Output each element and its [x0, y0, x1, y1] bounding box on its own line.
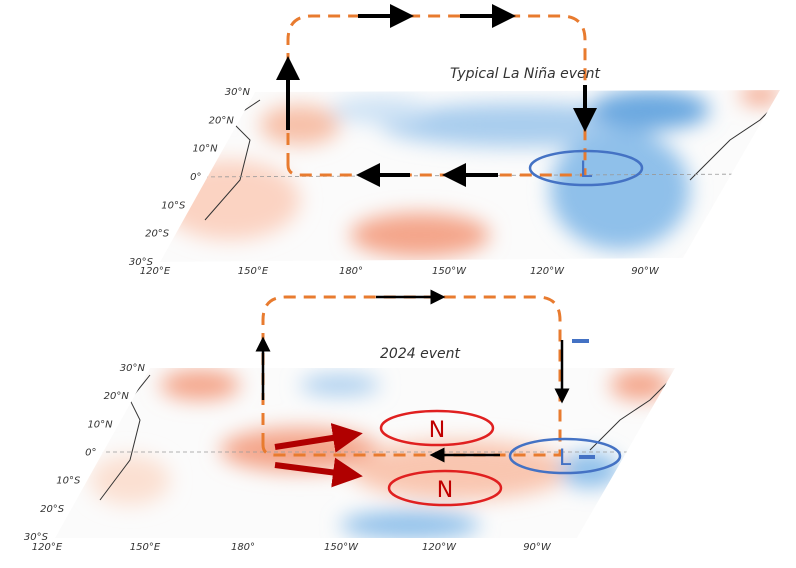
- low-marker: L: [580, 158, 593, 183]
- lon-label: 150°E: [238, 266, 269, 277]
- circulation-top: [276, 4, 644, 187]
- lat-label: 10°N: [192, 144, 218, 155]
- lat-label: 0°: [85, 448, 96, 459]
- lat-label: 20°S: [145, 229, 170, 240]
- lon-label: 90°W: [523, 542, 552, 553]
- neutral-marker: N: [437, 478, 453, 503]
- lat-label: 10°N: [87, 419, 113, 430]
- lon-label: 120°W: [530, 266, 565, 277]
- lon-label: 180°: [231, 542, 255, 553]
- lat-label: 10°S: [56, 476, 81, 487]
- lon-label: 150°E: [130, 542, 161, 553]
- circulation-bottom: [255, 289, 622, 507]
- lon-label: 90°W: [631, 266, 660, 277]
- lat-label: 20°N: [104, 391, 130, 402]
- lat-label: 30°N: [120, 363, 146, 374]
- neutral-marker: N: [429, 418, 445, 443]
- lon-label: 150°W: [324, 542, 359, 553]
- lat-label: 10°S: [161, 200, 186, 211]
- panel-title: 2024 event: [380, 346, 460, 362]
- lat-label: 30°S: [24, 532, 49, 543]
- low-marker: L: [559, 446, 572, 471]
- lat-label: 30°S: [129, 257, 154, 268]
- lon-label: 180°: [339, 266, 363, 277]
- lat-label: 20°S: [40, 504, 65, 515]
- lat-label: 0°: [190, 172, 201, 183]
- lon-label: 120°W: [422, 542, 457, 553]
- lat-label: 20°N: [209, 115, 235, 126]
- lon-label: 120°E: [140, 266, 171, 277]
- panel-title: Typical La Niña event: [450, 66, 600, 82]
- lat-label: 30°N: [225, 87, 251, 98]
- lon-label: 120°E: [32, 542, 63, 553]
- lon-label: 150°W: [432, 266, 467, 277]
